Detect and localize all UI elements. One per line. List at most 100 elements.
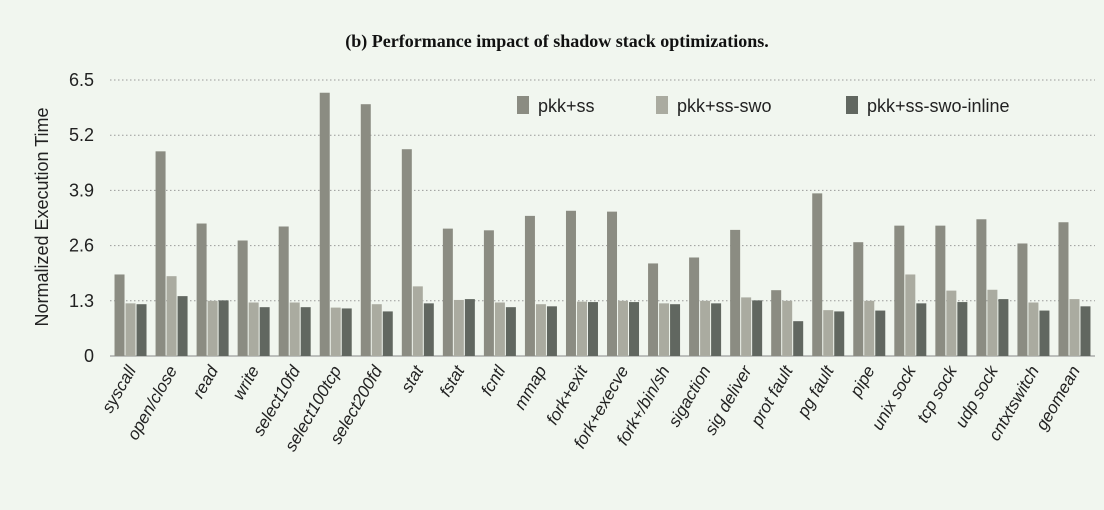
legend: pkk+ss pkk+ss-swo pkk+ss-swo-inline bbox=[517, 96, 1010, 116]
x-tick-label: pg fault bbox=[793, 361, 838, 421]
bar-pkk+ss-sig deliver bbox=[730, 229, 741, 356]
x-tick-label: mmap bbox=[510, 363, 550, 413]
bar-pkk+ss-swo-fork+/bin/sh bbox=[659, 303, 670, 356]
y-tick-label: 1.3 bbox=[69, 291, 94, 311]
legend-swatch bbox=[656, 96, 668, 114]
bar-pkk+ss-swo-fcntl bbox=[494, 302, 505, 356]
bar-pkk+ss-swo-select10fd bbox=[289, 302, 300, 356]
bar-pkk+ss-open/close bbox=[155, 151, 166, 356]
bar-pkk+ss-write bbox=[237, 240, 248, 356]
bar-pkk+ss-read bbox=[196, 223, 207, 356]
y-axis-label: Normalized Execution Time bbox=[32, 107, 52, 326]
bar-pkk+ss-swo-inline-pg fault bbox=[834, 311, 845, 356]
bar-pkk+ss-swo-inline-select200fd bbox=[382, 311, 393, 356]
bar-pkk+ss-select200fd bbox=[360, 104, 371, 356]
bar-pkk+ss-fork+execve bbox=[607, 211, 618, 356]
bar-pkk+ss-swo-stat bbox=[412, 286, 423, 356]
bar-pkk+ss-swo-fork+exit bbox=[576, 301, 587, 356]
bar-pkk+ss-swo-inline-select100tcp bbox=[341, 308, 352, 356]
bar-pkk+ss-swo-select200fd bbox=[371, 304, 382, 356]
bar-pkk+ss-swo-read bbox=[207, 300, 218, 356]
bar-pkk+ss-swo-write bbox=[248, 302, 259, 356]
bar-pkk+ss-swo-inline-open/close bbox=[177, 296, 188, 356]
legend-label: pkk+ss bbox=[538, 96, 595, 116]
bar-pkk+ss-swo-inline-syscall bbox=[136, 304, 147, 356]
y-tick-labels: 0 1.3 2.6 3.9 5.2 6.5 bbox=[69, 70, 94, 366]
bar-pkk+ss-select10fd bbox=[278, 226, 289, 356]
bar-pkk+ss-fork+exit bbox=[565, 210, 576, 356]
bar-pkk+ss-swo-inline-write bbox=[259, 307, 270, 356]
bar-pkk+ss-unix sock bbox=[894, 225, 905, 356]
bar-pkk+ss-swo-cntxtswitch bbox=[1028, 302, 1039, 356]
bar-pkk+ss-swo-inline-sigaction bbox=[711, 303, 722, 356]
bar-pkk+ss-swo-inline-tcp sock bbox=[957, 302, 968, 356]
bar-pkk+ss-swo-inline-fcntl bbox=[505, 307, 516, 356]
bar-pkk+ss-swo-inline-pipe bbox=[875, 310, 886, 356]
x-tick-label: read bbox=[189, 362, 223, 401]
bar-pkk+ss-syscall bbox=[114, 274, 125, 356]
bar-pkk+ss-mmap bbox=[524, 215, 535, 356]
y-tick-label: 2.6 bbox=[69, 236, 94, 256]
bar-pkk+ss-swo-prot fault bbox=[782, 300, 793, 356]
bar-pkk+ss-swo-inline-fork+/bin/sh bbox=[670, 304, 681, 356]
gridlines bbox=[110, 79, 1095, 357]
bar-pkk+ss-tcp sock bbox=[935, 225, 946, 356]
bar-pkk+ss-swo-inline-geomean bbox=[1080, 306, 1091, 356]
x-tick-label: pipe bbox=[846, 363, 879, 401]
bar-pkk+ss-pg fault bbox=[812, 193, 823, 356]
bar-pkk+ss-swo-mmap bbox=[535, 304, 546, 356]
bar-pkk+ss-prot fault bbox=[771, 290, 782, 356]
bar-pkk+ss-swo-open/close bbox=[166, 276, 177, 356]
y-tick-label: 3.9 bbox=[69, 180, 94, 200]
bar-pkk+ss-pipe bbox=[853, 242, 864, 356]
bar-pkk+ss-geomean bbox=[1058, 222, 1069, 356]
bar-pkk+ss-swo-inline-sig deliver bbox=[752, 300, 763, 356]
bar-pkk+ss-swo-inline-cntxtswitch bbox=[1039, 310, 1050, 356]
bar-pkk+ss-swo-inline-prot fault bbox=[793, 321, 804, 356]
legend-label: pkk+ss-swo bbox=[677, 96, 772, 116]
legend-swatch bbox=[846, 96, 858, 114]
bar-pkk+ss-swo-inline-fork+exit bbox=[587, 302, 598, 356]
x-tick-label: write bbox=[229, 363, 263, 404]
bar-pkk+ss-swo-unix sock bbox=[905, 274, 916, 356]
legend-swatch bbox=[517, 96, 529, 114]
bars bbox=[114, 92, 1091, 356]
bar-pkk+ss-swo-inline-read bbox=[218, 300, 229, 356]
bar-pkk+ss-swo-inline-unix sock bbox=[916, 303, 927, 356]
bar-pkk+ss-swo-syscall bbox=[125, 303, 136, 356]
bar-pkk+ss-swo-geomean bbox=[1069, 299, 1080, 356]
bar-pkk+ss-swo-sig deliver bbox=[741, 297, 752, 356]
x-tick-label: fstat bbox=[436, 361, 469, 399]
bar-pkk+ss-sigaction bbox=[689, 257, 700, 356]
bar-pkk+ss-swo-tcp sock bbox=[946, 290, 957, 356]
bar-pkk+ss-swo-inline-mmap bbox=[546, 306, 557, 356]
chart-title: (b) Performance impact of shadow stack o… bbox=[345, 31, 768, 52]
bar-pkk+ss-fork+/bin/sh bbox=[648, 263, 659, 356]
bar-pkk+ss-swo-fstat bbox=[453, 299, 464, 356]
bar-pkk+ss-swo-inline-stat bbox=[423, 303, 434, 356]
bar-pkk+ss-swo-select100tcp bbox=[330, 307, 341, 356]
bar-pkk+ss-swo-sigaction bbox=[700, 300, 711, 356]
bar-pkk+ss-swo-inline-fstat bbox=[464, 299, 475, 356]
bar-pkk+ss-swo-fork+execve bbox=[618, 300, 629, 356]
x-tick-label: fcntl bbox=[477, 361, 510, 399]
bar-pkk+ss-select100tcp bbox=[319, 92, 330, 356]
bar-pkk+ss-stat bbox=[401, 149, 412, 356]
y-tick-label: 5.2 bbox=[69, 125, 94, 145]
bar-pkk+ss-swo-pg fault bbox=[823, 310, 834, 356]
bar-pkk+ss-swo-inline-select10fd bbox=[300, 307, 311, 356]
x-tick-label: syscall bbox=[98, 361, 141, 416]
bar-pkk+ss-fstat bbox=[442, 228, 453, 356]
bar-pkk+ss-fcntl bbox=[483, 230, 494, 356]
legend-label: pkk+ss-swo-inline bbox=[867, 96, 1010, 116]
bar-pkk+ss-cntxtswitch bbox=[1017, 243, 1028, 356]
bar-pkk+ss-swo-inline-udp sock bbox=[998, 299, 1009, 356]
bar-pkk+ss-udp sock bbox=[976, 219, 987, 356]
y-tick-label: 6.5 bbox=[69, 70, 94, 90]
bar-pkk+ss-swo-udp sock bbox=[987, 289, 998, 356]
bar-pkk+ss-swo-inline-fork+execve bbox=[629, 302, 640, 356]
bar-pkk+ss-swo-pipe bbox=[864, 300, 875, 356]
